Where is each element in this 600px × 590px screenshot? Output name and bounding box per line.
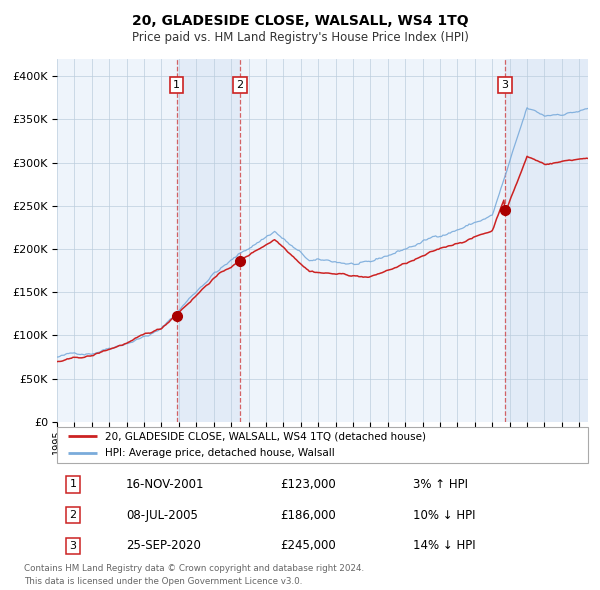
Text: 20, GLADESIDE CLOSE, WALSALL, WS4 1TQ (detached house): 20, GLADESIDE CLOSE, WALSALL, WS4 1TQ (d… — [105, 431, 426, 441]
Bar — [177, 59, 240, 422]
Text: 25-SEP-2020: 25-SEP-2020 — [126, 539, 201, 552]
Text: £123,000: £123,000 — [280, 478, 336, 491]
Text: Price paid vs. HM Land Registry's House Price Index (HPI): Price paid vs. HM Land Registry's House … — [131, 31, 469, 44]
Text: 1: 1 — [173, 80, 180, 90]
Text: 16-NOV-2001: 16-NOV-2001 — [126, 478, 205, 491]
Bar — [505, 59, 588, 422]
Text: 3: 3 — [502, 80, 508, 90]
Text: £245,000: £245,000 — [280, 539, 336, 552]
FancyBboxPatch shape — [57, 427, 588, 463]
Text: 10% ↓ HPI: 10% ↓ HPI — [413, 509, 475, 522]
Text: 08-JUL-2005: 08-JUL-2005 — [126, 509, 198, 522]
Text: 1: 1 — [70, 480, 76, 489]
Text: Contains HM Land Registry data © Crown copyright and database right 2024.: Contains HM Land Registry data © Crown c… — [24, 565, 364, 573]
Text: 2: 2 — [70, 510, 76, 520]
Text: 20, GLADESIDE CLOSE, WALSALL, WS4 1TQ: 20, GLADESIDE CLOSE, WALSALL, WS4 1TQ — [131, 14, 469, 28]
Text: 3% ↑ HPI: 3% ↑ HPI — [413, 478, 468, 491]
Text: 2: 2 — [236, 80, 244, 90]
Text: HPI: Average price, detached house, Walsall: HPI: Average price, detached house, Wals… — [105, 448, 335, 458]
Text: This data is licensed under the Open Government Licence v3.0.: This data is licensed under the Open Gov… — [24, 578, 302, 586]
Text: £186,000: £186,000 — [280, 509, 336, 522]
Text: 14% ↓ HPI: 14% ↓ HPI — [413, 539, 475, 552]
Text: 3: 3 — [70, 541, 76, 550]
